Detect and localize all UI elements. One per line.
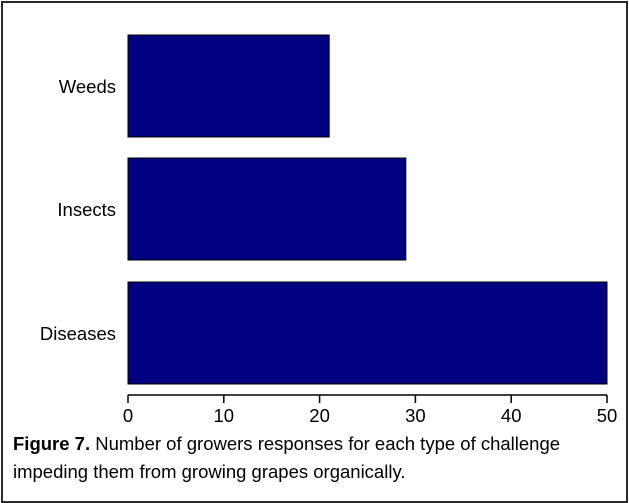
x-tick-label-50: 50 <box>597 405 618 426</box>
caption-text: Number of growers responses for each typ… <box>13 433 561 482</box>
category-label-diseases: Diseases <box>40 323 116 344</box>
x-tick-label-30: 30 <box>405 405 426 426</box>
bar-insects <box>127 157 407 261</box>
x-tick-label-0: 0 <box>123 405 133 426</box>
category-label-weeds: Weeds <box>59 76 116 97</box>
x-axis-ticks: 0 10 20 30 40 50 <box>123 395 617 426</box>
bar-diseases <box>127 281 608 385</box>
bar-weeds <box>127 34 330 138</box>
category-label-insects: Insects <box>57 199 116 220</box>
x-tick-label-20: 20 <box>309 405 330 426</box>
figure-caption: Figure 7. Number of growers responses fo… <box>13 430 613 486</box>
category-labels: Weeds Insects Diseases <box>40 76 116 344</box>
caption-label: Figure 7. <box>13 433 91 454</box>
bars-layer <box>127 34 608 385</box>
x-tick-label-40: 40 <box>501 405 522 426</box>
x-tick-label-10: 10 <box>214 405 235 426</box>
